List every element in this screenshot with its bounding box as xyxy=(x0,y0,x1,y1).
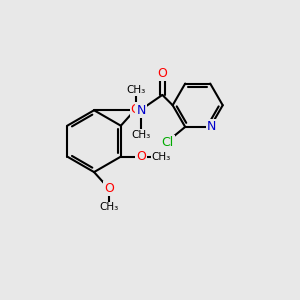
Text: N: N xyxy=(136,104,146,117)
Text: N: N xyxy=(207,120,216,134)
Text: O: O xyxy=(130,103,140,116)
Text: O: O xyxy=(104,182,114,195)
Text: O: O xyxy=(136,150,146,163)
Text: CH₃: CH₃ xyxy=(152,152,171,162)
Text: CH₃: CH₃ xyxy=(131,130,151,140)
Text: CH₃: CH₃ xyxy=(126,85,145,95)
Text: CH₃: CH₃ xyxy=(99,202,119,212)
Text: Cl: Cl xyxy=(161,136,174,149)
Text: O: O xyxy=(158,67,167,80)
